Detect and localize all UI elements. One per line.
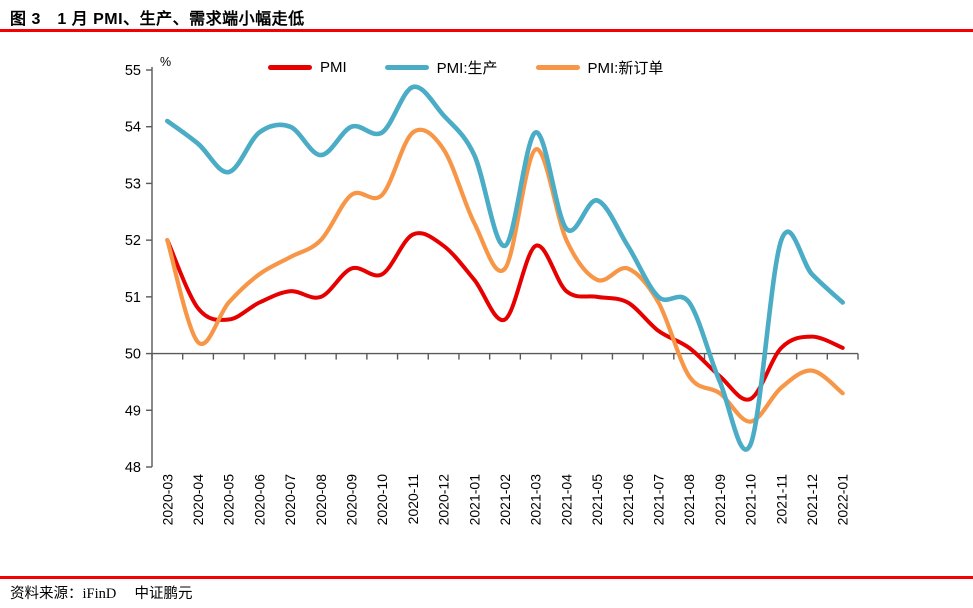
bottom-divider-rule <box>0 576 973 579</box>
series-line-0 <box>165 231 845 402</box>
y-axis-tick-label: 53 <box>125 176 141 192</box>
x-axis-tick-label: 2020-09 <box>344 474 360 526</box>
x-axis-tick-label: 2021-01 <box>466 474 482 526</box>
y-axis-tick-label: 51 <box>125 290 141 306</box>
chart-legend: PMI PMI:生产 PMI:新订单 <box>268 57 663 78</box>
x-axis-tick-label: 2021-07 <box>651 474 667 526</box>
x-axis-tick-label: 2021-12 <box>804 474 820 526</box>
x-axis-tick-label: 2021-11 <box>773 474 789 525</box>
pmi-line-swatch-icon <box>268 65 312 70</box>
x-axis-tick-label: 2020-10 <box>374 474 390 526</box>
y-axis-tick-label: 54 <box>125 120 141 136</box>
x-axis-tick-label: 2021-02 <box>497 474 513 526</box>
x-axis-tick-label: 2021-10 <box>743 474 759 526</box>
new-orders-line-swatch-icon <box>535 65 580 70</box>
x-axis-tick-label: 2021-06 <box>620 474 636 526</box>
y-axis-tick-label: 48 <box>125 460 141 476</box>
legend-item-new-orders: PMI:新订单 <box>535 57 664 78</box>
legend-label-pmi: PMI <box>320 59 347 76</box>
y-axis-tick-label: 50 <box>125 347 141 363</box>
x-axis-tick-label: 2020-05 <box>221 474 237 526</box>
x-axis-tick-label: 2020-04 <box>190 474 206 526</box>
y-axis-tick-label: 52 <box>125 233 141 249</box>
x-axis-tick-label: 2020-12 <box>436 474 452 526</box>
x-axis-tick-label: 2021-08 <box>681 474 697 526</box>
x-axis-tick-label: 2020-06 <box>251 474 267 526</box>
data-source-note: 资料来源：iFinD 中证鹏元 <box>10 586 193 602</box>
x-axis-tick-label: 2020-11 <box>405 474 421 525</box>
top-divider-rule <box>0 29 973 32</box>
y-axis-unit-label: % <box>160 55 171 69</box>
page-title: 图 3 1 月 PMI、生产、需求端小幅走低 <box>10 11 305 28</box>
x-axis-tick-label: 2020-03 <box>159 474 175 526</box>
series-line-1 <box>165 84 845 452</box>
x-axis-tick-label: 2020-08 <box>313 474 329 526</box>
y-axis-tick-label: 49 <box>125 403 141 419</box>
x-axis-tick-label: 2021-05 <box>589 474 605 526</box>
x-axis-tick-label: 2021-04 <box>558 474 574 526</box>
legend-label-new-orders: PMI:新订单 <box>587 60 664 77</box>
x-axis-tick-label: 2020-07 <box>282 474 298 526</box>
production-line-swatch-icon <box>384 65 429 70</box>
legend-label-production: PMI:生产 <box>436 60 498 77</box>
x-axis-tick-label: 2022-01 <box>835 474 851 526</box>
legend-item-pmi: PMI <box>268 59 347 76</box>
x-axis-tick-label: 2021-09 <box>712 474 728 526</box>
legend-item-production: PMI:生产 <box>384 57 498 78</box>
y-axis-tick-label: 55 <box>125 63 141 79</box>
series-line-2 <box>165 127 845 424</box>
x-axis-tick-label: 2021-03 <box>528 474 544 526</box>
